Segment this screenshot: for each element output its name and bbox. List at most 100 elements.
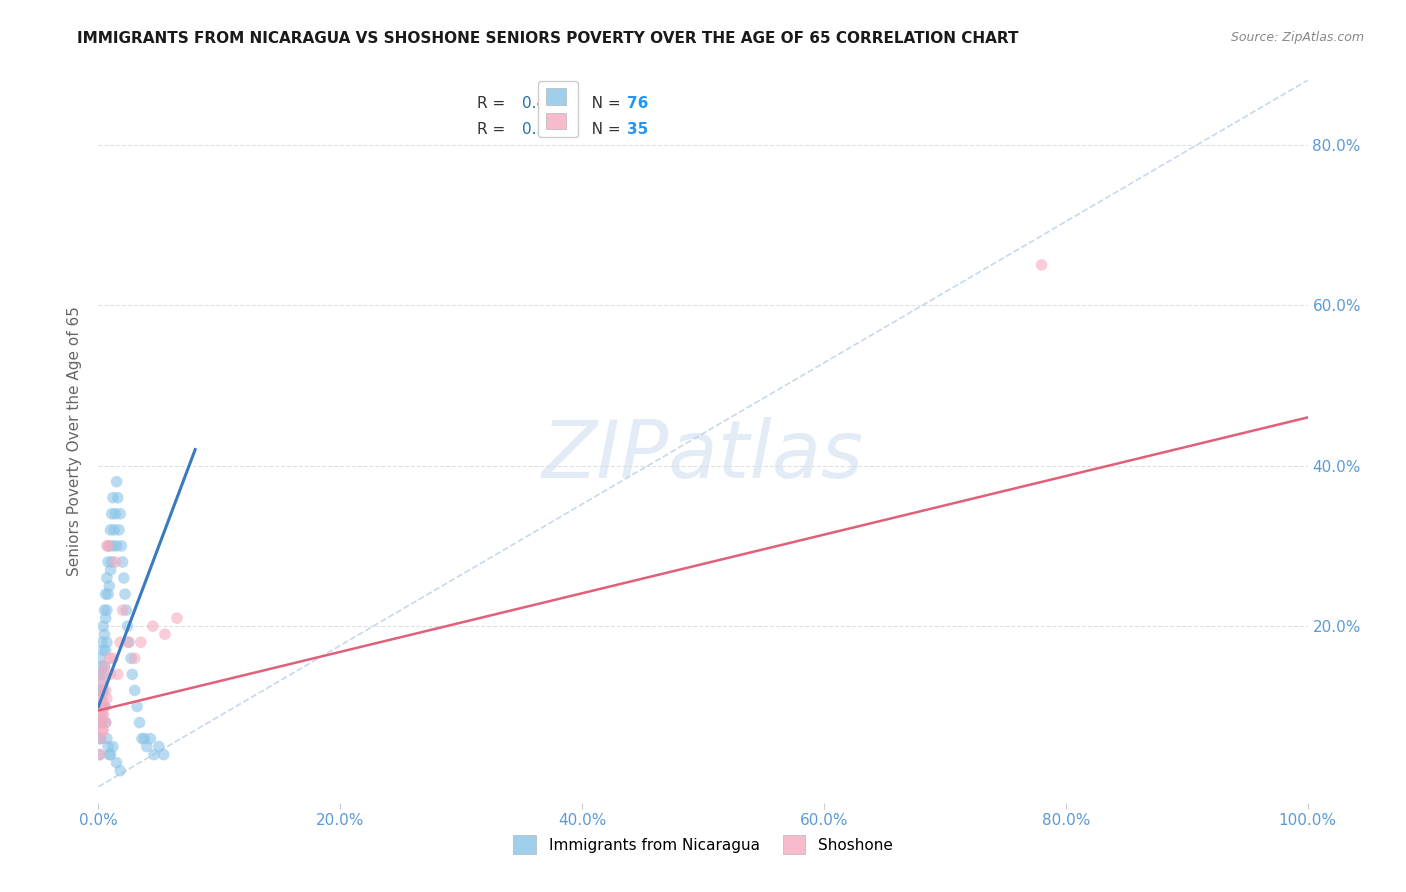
Point (93, 699, 115, 714)
Point (94, 611, 117, 625)
Point (93, 627, 115, 641)
Point (117, 619, 139, 633)
Point (90, 707, 112, 722)
Point (96, 691, 118, 706)
Point (100, 523, 122, 537)
Point (121, 667, 143, 681)
Point (89, 715, 111, 730)
Point (107, 667, 129, 681)
Point (118, 635, 141, 649)
Point (94, 587, 117, 601)
Point (100, 555, 122, 569)
Point (98, 579, 121, 593)
Text: 0.566: 0.566 (522, 122, 565, 137)
Point (120, 651, 142, 665)
Point (98, 651, 121, 665)
Text: Source: ZipAtlas.com: Source: ZipAtlas.com (1230, 31, 1364, 45)
Point (91, 715, 114, 730)
Point (89, 731, 111, 746)
Point (96, 539, 118, 553)
Point (94, 643, 117, 657)
Point (90, 667, 112, 681)
Point (91, 707, 114, 722)
Point (107, 491, 129, 505)
Point (91, 635, 114, 649)
Text: IMMIGRANTS FROM NICARAGUA VS SHOSHONE SENIORS POVERTY OVER THE AGE OF 65 CORRELA: IMMIGRANTS FROM NICARAGUA VS SHOSHONE SE… (77, 31, 1019, 46)
Point (100, 563, 122, 577)
Point (127, 699, 149, 714)
Point (108, 764, 131, 778)
Point (97, 555, 120, 569)
Point (89, 683, 111, 698)
Point (129, 635, 152, 649)
Point (96, 571, 118, 585)
Point (96, 603, 118, 617)
Point (94, 715, 117, 730)
Point (90, 699, 112, 714)
Point (105, 756, 128, 770)
Point (93, 603, 115, 617)
Point (97, 539, 120, 553)
Point (103, 523, 125, 537)
Point (91, 675, 114, 690)
Text: 76: 76 (627, 96, 648, 112)
Point (134, 731, 156, 746)
Point (91, 707, 114, 722)
Point (100, 747, 122, 762)
Point (96, 731, 118, 746)
Point (101, 491, 124, 505)
Point (93, 659, 115, 673)
Point (90, 715, 112, 730)
Point (105, 539, 128, 553)
Point (108, 635, 131, 649)
Point (139, 731, 162, 746)
Point (112, 571, 135, 585)
Legend: Immigrants from Nicaragua, Shoshone: Immigrants from Nicaragua, Shoshone (508, 830, 898, 860)
Point (111, 555, 134, 569)
Text: N =: N = (578, 96, 626, 112)
Point (104, 555, 127, 569)
Point (89, 715, 111, 730)
Point (111, 603, 134, 617)
Point (131, 731, 153, 746)
Point (90, 675, 112, 690)
Point (93, 659, 115, 673)
Point (101, 539, 124, 553)
Point (91, 667, 114, 681)
Point (91, 659, 114, 673)
Point (143, 747, 166, 762)
Point (96, 635, 118, 649)
Point (108, 523, 131, 537)
Point (91, 699, 114, 714)
Point (108, 507, 131, 521)
Text: R =: R = (477, 122, 510, 137)
Point (100, 507, 122, 521)
Point (93, 699, 115, 714)
Point (94, 715, 117, 730)
Point (101, 651, 124, 665)
Point (101, 739, 124, 754)
Point (91, 699, 114, 714)
Point (97, 587, 120, 601)
Point (91, 683, 114, 698)
Point (91, 619, 114, 633)
Point (152, 747, 174, 762)
Point (90, 731, 112, 746)
Point (166, 611, 188, 625)
Point (110, 539, 132, 553)
Point (89, 747, 111, 762)
Point (91, 643, 114, 657)
Point (124, 651, 146, 665)
Point (90, 651, 112, 665)
Point (91, 691, 114, 706)
Y-axis label: Seniors Poverty Over the Age of 65: Seniors Poverty Over the Age of 65 (67, 307, 83, 576)
Text: R =: R = (477, 96, 510, 112)
Point (91, 723, 114, 738)
Point (100, 667, 122, 681)
Point (148, 739, 170, 754)
Point (89, 683, 111, 698)
Point (105, 475, 128, 489)
Point (89, 699, 111, 714)
Point (1031, 258, 1053, 272)
Point (91, 723, 114, 738)
